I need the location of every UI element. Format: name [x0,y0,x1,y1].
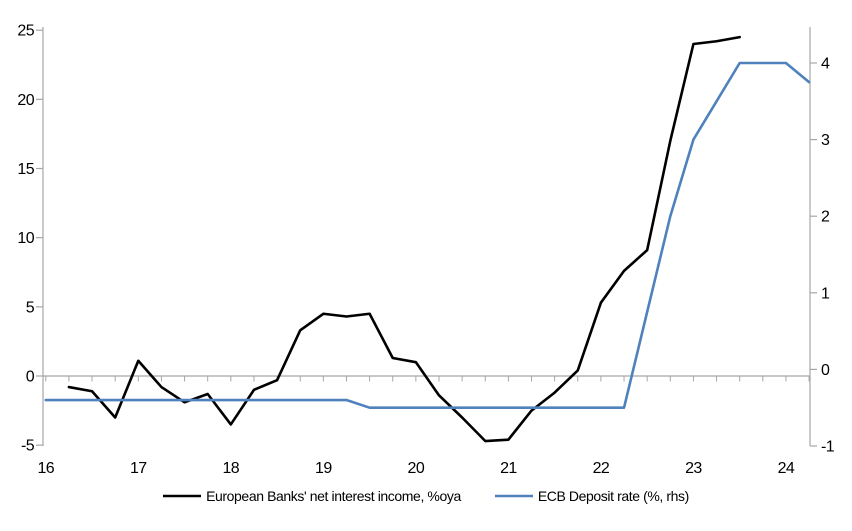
x-axis-year-label: 24 [778,460,795,477]
left-axis-tick-label: 5 [26,299,35,316]
legend-item-nii: European Banks' net interest income, %oy… [163,488,461,504]
ecb-line-swatch-icon [494,494,533,498]
right-axis-tick-label: 0 [821,362,830,379]
left-axis-tick-label: -5 [21,438,35,455]
x-axis-year-label: 17 [130,460,147,477]
left-axis-tick-label: 0 [26,369,35,386]
right-axis-tick-label: 1 [821,285,830,302]
x-axis-year-label: 21 [500,460,517,477]
right-axis-tick-label: 3 [821,132,830,149]
left-axis-tick-label: 25 [17,23,34,40]
nii-series-line [67,35,741,443]
left-axis-tick-label: 15 [17,161,34,178]
ecb-deposit-rate-line [44,61,811,410]
x-axis-year-label: 19 [315,460,332,477]
x-axis-year-label: 16 [37,460,54,477]
x-axis-year-label: 20 [408,460,425,477]
x-axis-year-label: 22 [593,460,610,477]
left-axis-tick-label: 10 [17,230,34,247]
legend: European Banks' net interest income, %oy… [0,488,852,504]
right-axis-tick-label: -1 [821,439,835,456]
x-axis-year-label: 23 [685,460,702,477]
x-axis-year-label: 18 [223,460,240,477]
legend-label-nii: European Banks' net interest income, %oy… [206,488,461,504]
right-axis-tick-label: 2 [821,209,830,226]
right-axis-tick-label: 4 [821,56,830,73]
legend-label-ecb: ECB Deposit rate (%, rhs) [537,488,689,504]
left-axis-tick-label: 20 [17,92,34,109]
nii-line-swatch-icon [163,494,202,498]
legend-item-ecb: ECB Deposit rate (%, rhs) [494,488,689,504]
